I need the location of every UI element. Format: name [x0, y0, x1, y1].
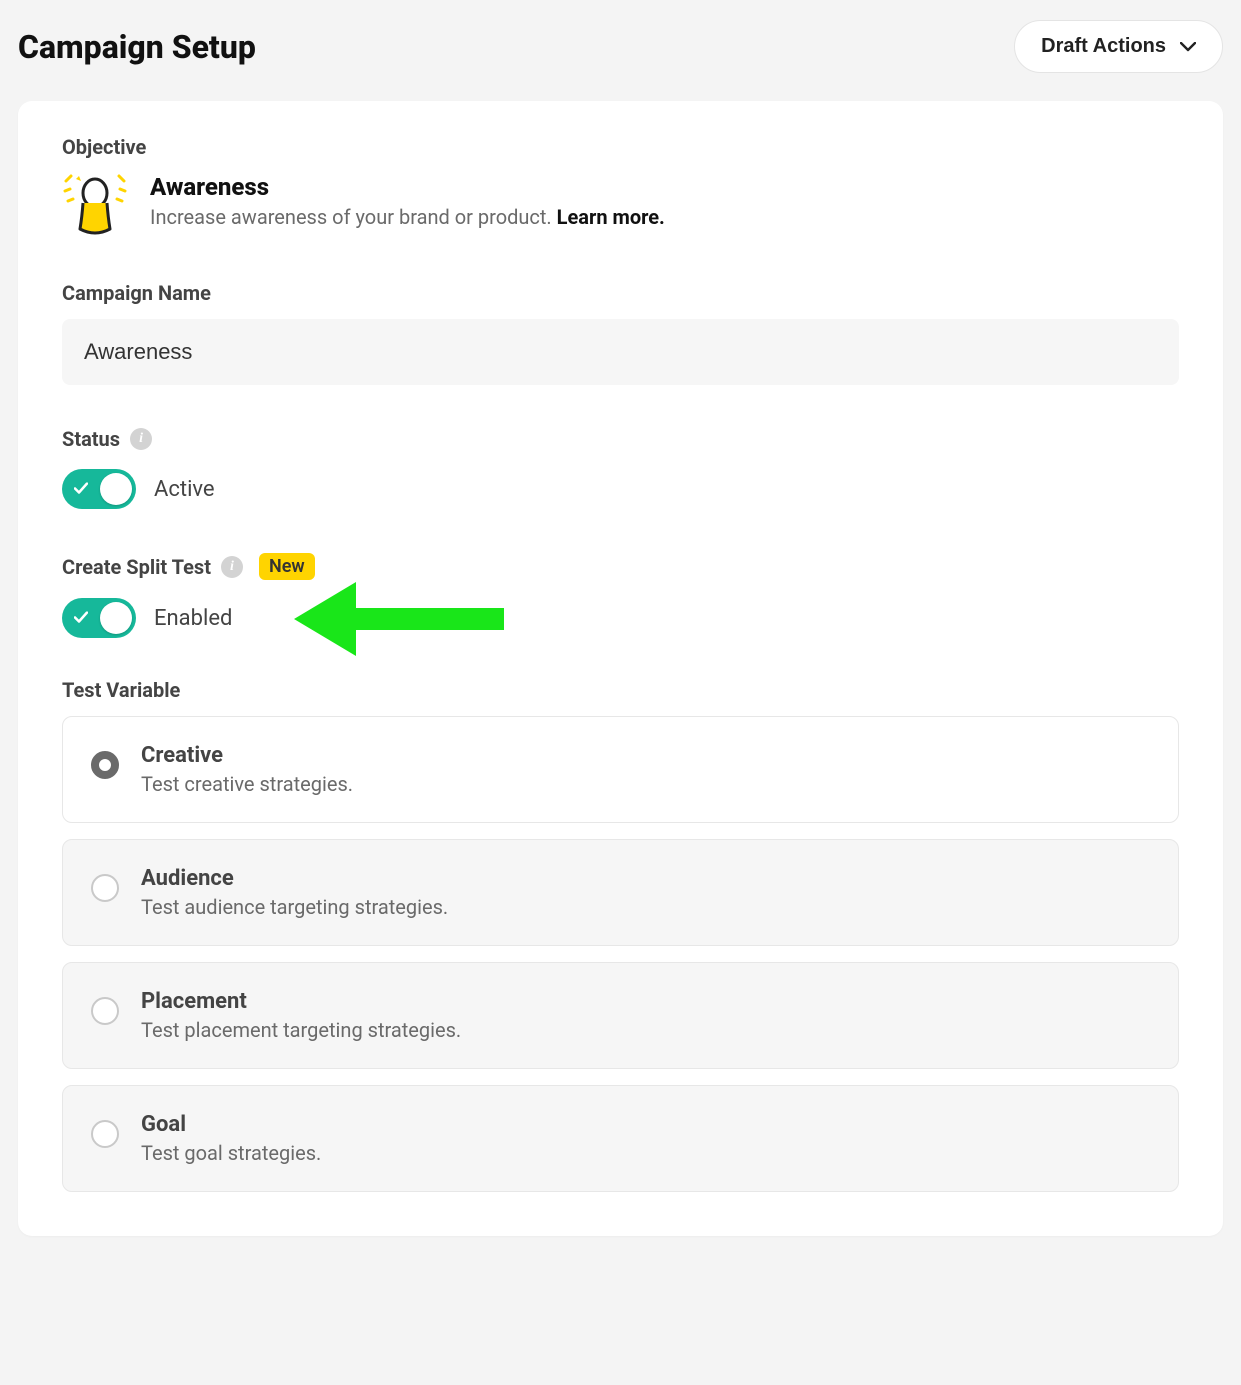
campaign-setup-card: Objective Awareness Increase awareness o…	[18, 101, 1223, 1236]
option-desc: Test placement targeting strategies.	[141, 1018, 461, 1042]
objective-title: Awareness	[150, 173, 665, 201]
option-title: Goal	[141, 1112, 321, 1137]
radio-unselected[interactable]	[91, 997, 119, 1025]
option-title: Placement	[141, 989, 461, 1014]
option-creative[interactable]: Creative Test creative strategies.	[62, 716, 1179, 823]
status-toggle[interactable]	[62, 469, 136, 509]
test-variable-options: Creative Test creative strategies. Audie…	[62, 716, 1179, 1192]
page-title: Campaign Setup	[18, 28, 256, 66]
learn-more-link[interactable]: Learn more.	[557, 205, 665, 229]
draft-actions-button[interactable]: Draft Actions	[1014, 20, 1223, 73]
radio-unselected[interactable]	[91, 1120, 119, 1148]
option-title: Creative	[141, 743, 353, 768]
info-icon[interactable]: i	[130, 428, 152, 450]
test-variable-label: Test Variable	[62, 678, 1179, 702]
chevron-down-icon	[1180, 42, 1196, 52]
objective-label: Objective	[62, 135, 1179, 159]
option-placement[interactable]: Placement Test placement targeting strat…	[62, 962, 1179, 1069]
toggle-knob	[100, 602, 132, 634]
split-test-label: Create Split Test	[62, 555, 211, 579]
objective-description: Increase awareness of your brand or prod…	[150, 205, 665, 229]
campaign-name-input[interactable]	[62, 319, 1179, 385]
option-desc: Test audience targeting strategies.	[141, 895, 448, 919]
info-icon[interactable]: i	[221, 556, 243, 578]
option-goal[interactable]: Goal Test goal strategies.	[62, 1085, 1179, 1192]
radio-unselected[interactable]	[91, 874, 119, 902]
new-badge: New	[259, 553, 315, 580]
radio-selected[interactable]	[91, 751, 119, 779]
status-value: Active	[154, 477, 215, 502]
check-icon	[74, 609, 88, 628]
check-icon	[74, 480, 88, 499]
status-label: Status	[62, 427, 120, 451]
campaign-name-label: Campaign Name	[62, 281, 1179, 305]
option-audience[interactable]: Audience Test audience targeting strateg…	[62, 839, 1179, 946]
draft-actions-label: Draft Actions	[1041, 35, 1166, 58]
toggle-knob	[100, 473, 132, 505]
option-desc: Test creative strategies.	[141, 772, 353, 796]
split-test-toggle[interactable]	[62, 598, 136, 638]
option-desc: Test goal strategies.	[141, 1141, 321, 1165]
split-test-value: Enabled	[154, 606, 232, 631]
option-title: Audience	[141, 866, 448, 891]
arrow-annotation-icon	[294, 578, 504, 660]
awareness-icon	[62, 173, 128, 237]
